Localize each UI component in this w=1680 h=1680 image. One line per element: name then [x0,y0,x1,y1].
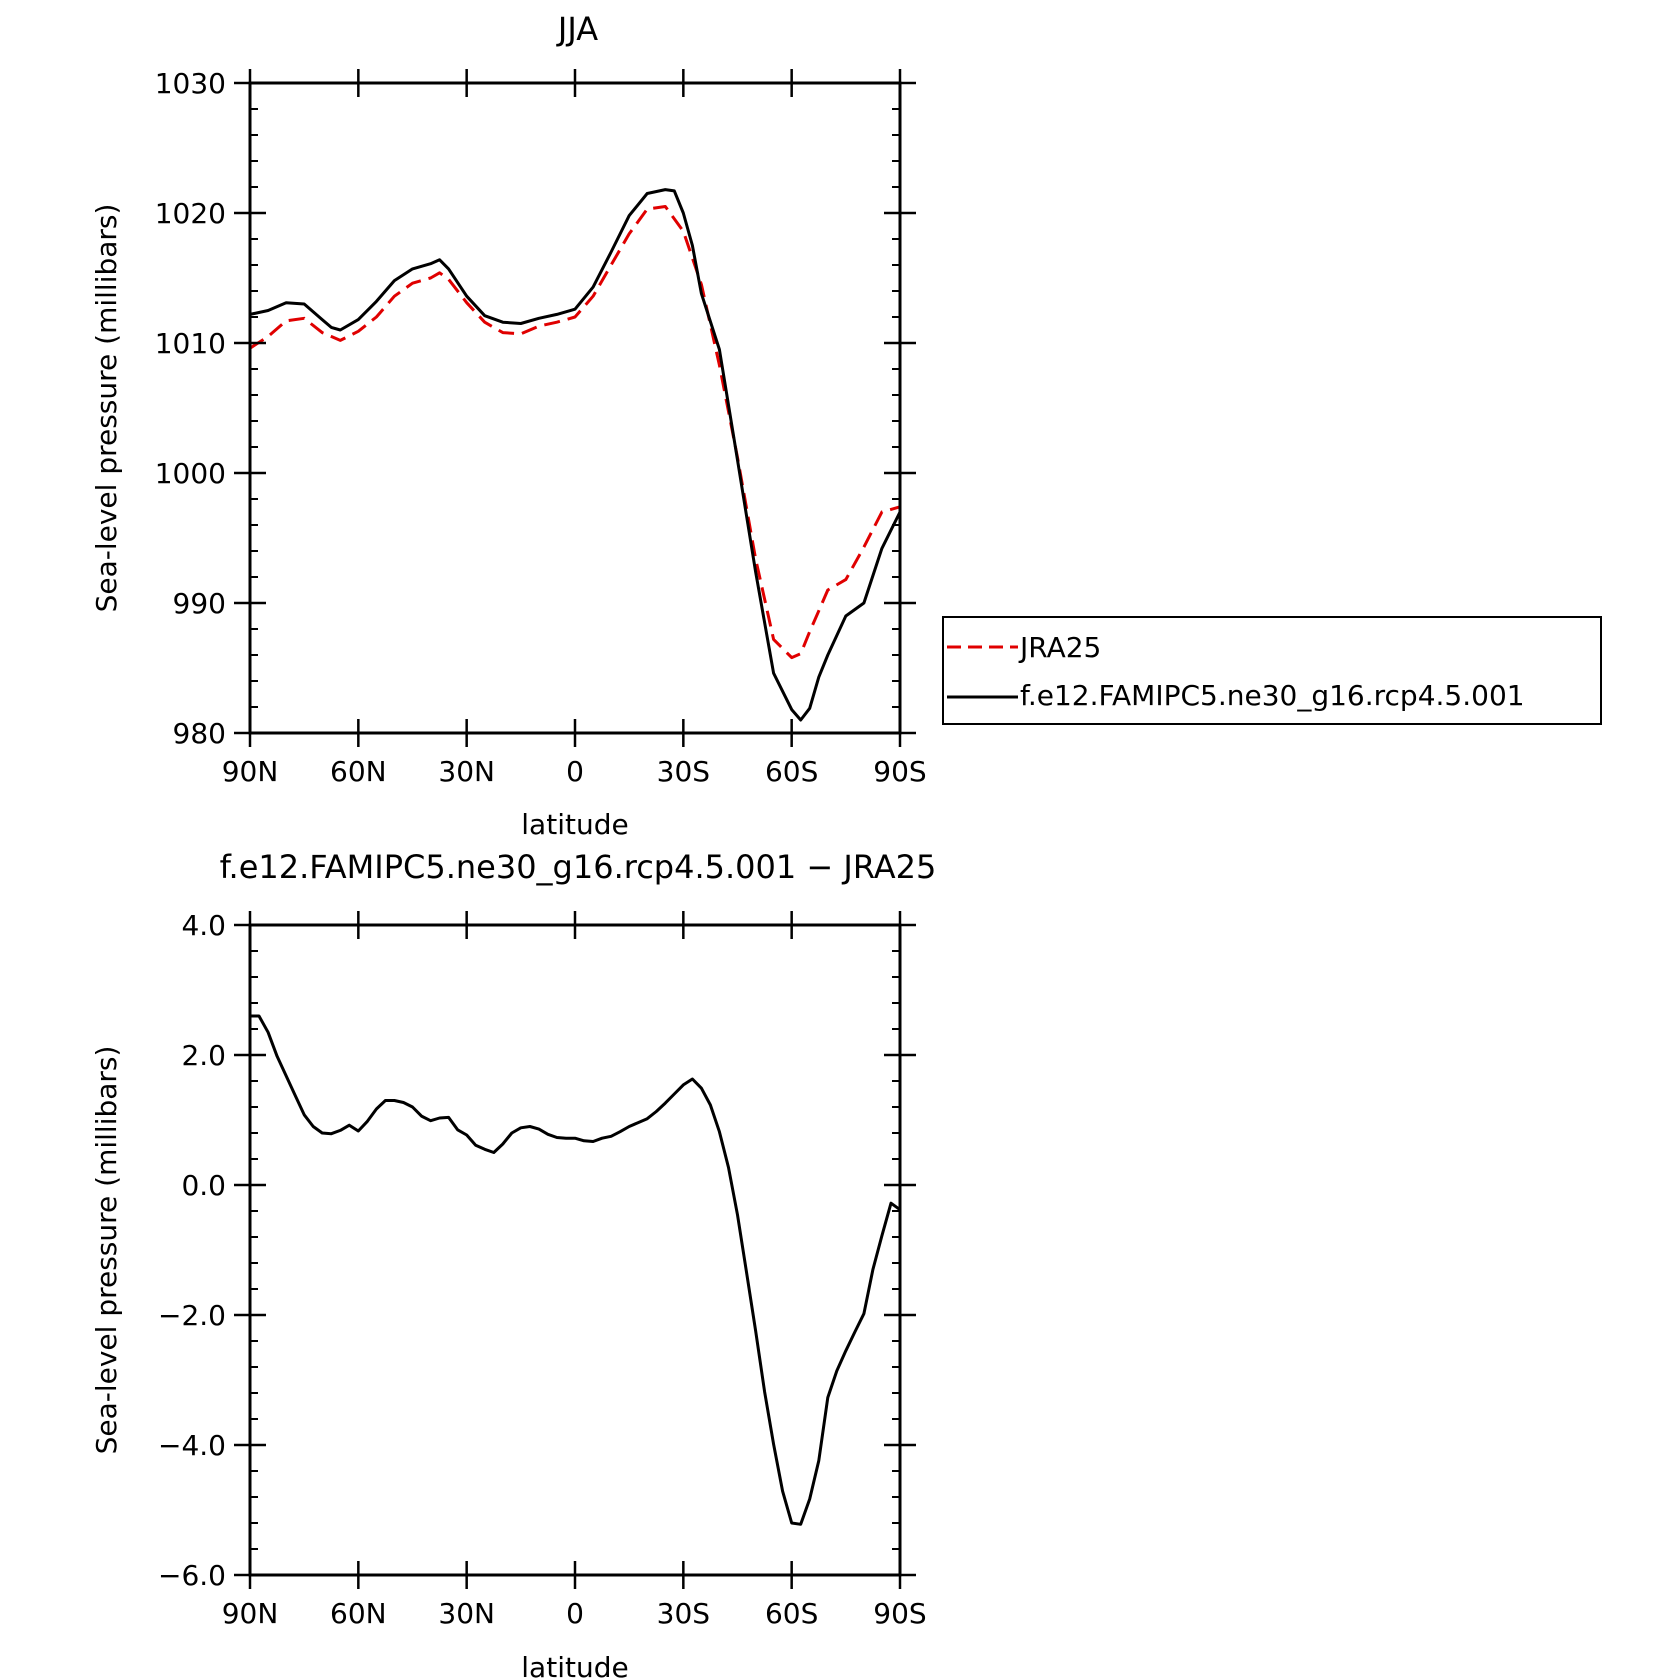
top-series-line-2 [249,188,902,722]
top-x-tick-label: 90N [222,755,279,788]
bottom-x-tick-label: 30N [438,1597,495,1630]
bottom-y-tick-label: 2.0 [181,1039,226,1072]
top-series-line-1 [249,205,901,660]
bottom-chart-title: f.e12.FAMIPC5.ne30_g16.rcp4.5.001 − JRA2… [220,848,937,886]
top-x-tick-label: 90S [873,755,926,788]
top-chart-lines [249,188,902,722]
legend: JRA25 f.e12.FAMIPC5.ne30_g16.rcp4.5.001 [942,616,1602,725]
legend-box [942,616,1602,725]
bottom-y-tick-label: 4.0 [181,909,226,942]
top-x-tick-label: 30N [438,755,495,788]
bottom-x-tick-label: 60S [765,1597,818,1630]
top-y-tick-label: 990 [173,587,226,620]
bottom-y-tick-label: 0.0 [181,1169,226,1202]
top-y-tick-label: 1010 [155,327,226,360]
top-x-axis-label: latitude [521,808,628,841]
bottom-x-tick-label: 90S [873,1597,926,1630]
bottom-y-tick-label: −2.0 [158,1299,226,1332]
top-chart-ticks [234,69,916,747]
bottom-x-axis-label: latitude [521,1651,628,1680]
top-y-tick-label: 1000 [155,457,226,490]
top-x-tick-label: 0 [566,755,584,788]
bottom-chart-lines [250,1014,901,1526]
bottom-x-tick-label: 30S [657,1597,710,1630]
bottom-y-axis-label: Sea-level pressure (millibars) [90,1046,123,1455]
top-y-axis-label: Sea-level pressure (millibars) [90,204,123,613]
bottom-series-line-1 [250,1014,901,1526]
top-chart-tick-labels: 90N 60N 30N 0 30S 60S 90S 980 990 1000 1010 1020 103… [155,67,927,788]
top-y-tick-label: 1030 [155,67,226,100]
top-chart-title: JJA [556,10,598,48]
top-y-tick-label: 1020 [155,197,226,230]
top-x-tick-label: 60S [765,755,818,788]
legend-label-model: f.e12.FAMIPC5.ne30_g16.rcp4.5.001 [1020,679,1525,712]
bottom-x-tick-label: 60N [330,1597,387,1630]
bottom-chart-panel: f.e12.FAMIPC5.ne30_g16.rcp4.5.001 − JRA2… [90,848,936,1680]
legend-label-jra25: JRA25 [1018,631,1101,664]
bottom-y-tick-label: −4.0 [158,1429,226,1462]
bottom-chart-tick-labels: 90N 60N 30N 0 30S 60S 90S −6.0 −4.0 −2.0 0.0 2.0 4.0 [158,909,927,1630]
bottom-x-tick-label: 90N [222,1597,279,1630]
top-y-tick-label: 980 [173,717,226,750]
top-plot-frame [248,81,902,735]
top-x-tick-label: 60N [330,755,387,788]
bottom-x-tick-label: 0 [566,1597,584,1630]
bottom-plot-frame [248,923,902,1577]
bottom-chart-ticks [234,911,916,1589]
top-chart-panel: JJA 90N 60N 30N 0 30S 60S 90S 980 990 1000 1010 102… [90,10,927,841]
bottom-y-tick-label: −6.0 [158,1559,226,1592]
top-x-tick-label: 30S [657,755,710,788]
